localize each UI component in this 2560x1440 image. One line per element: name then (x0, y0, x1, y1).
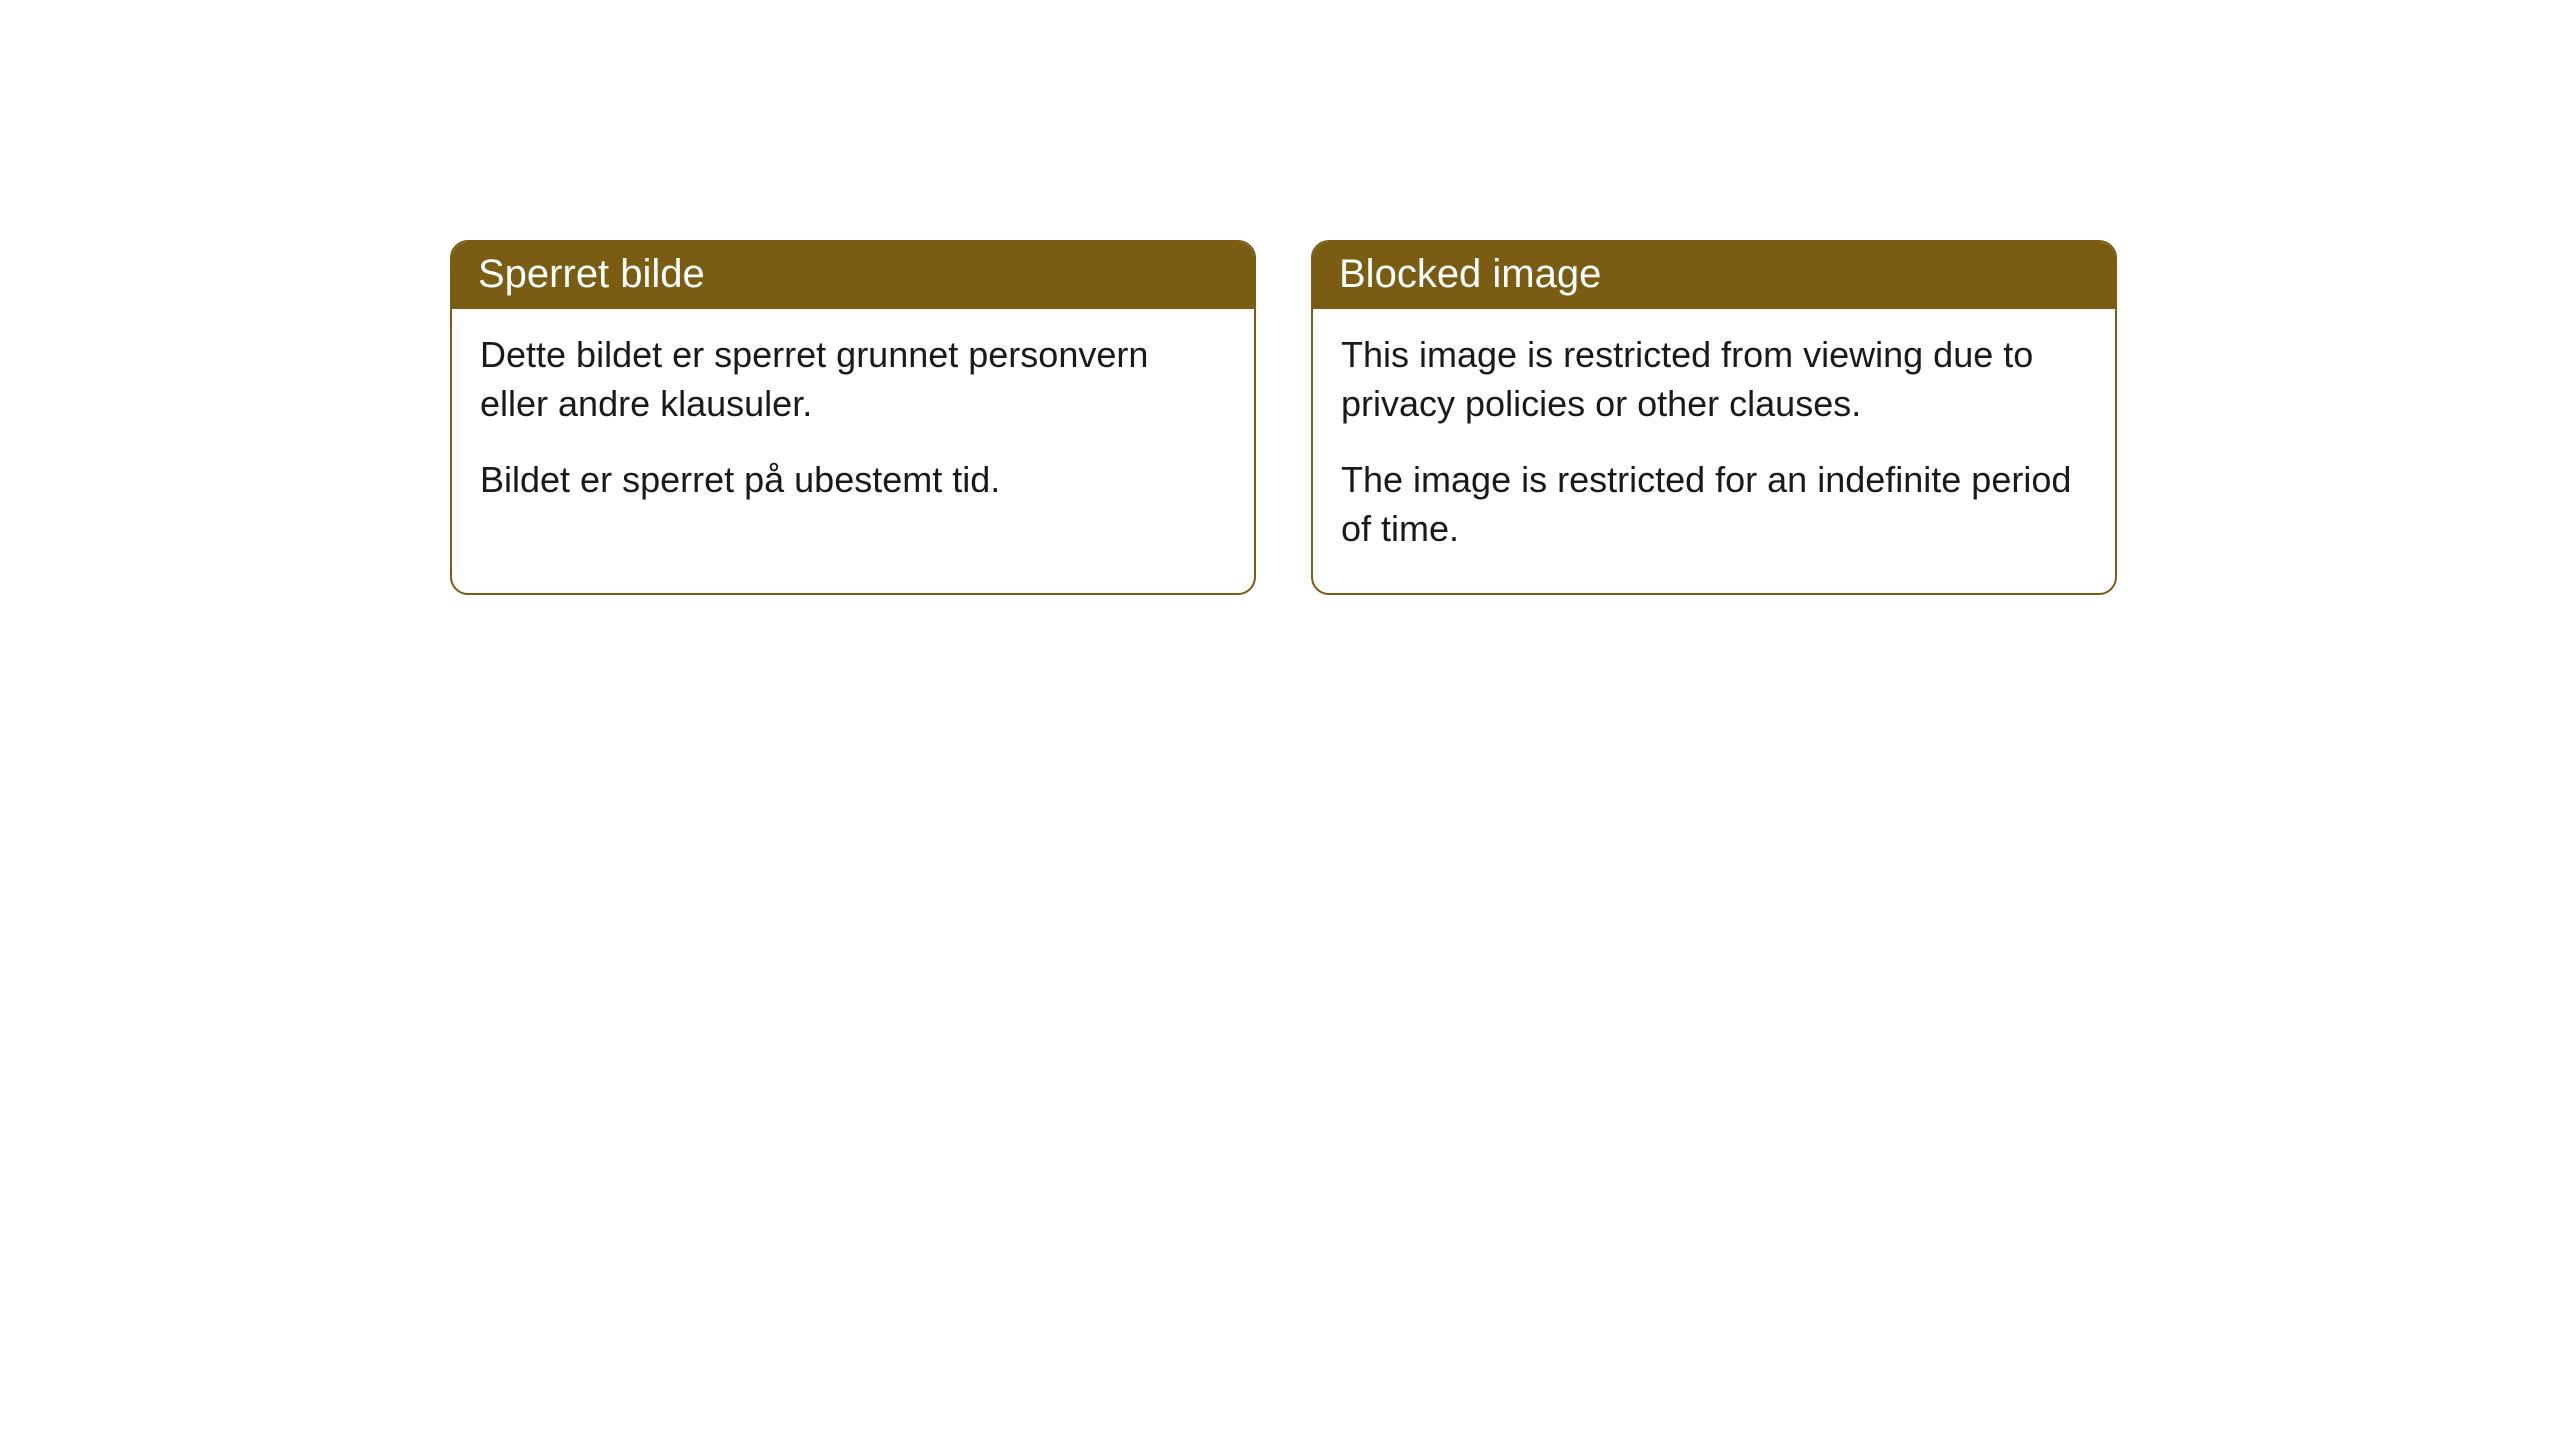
card-text-norwegian-1: Dette bildet er sperret grunnet personve… (480, 331, 1226, 428)
card-text-english-1: This image is restricted from viewing du… (1341, 331, 2087, 428)
blocked-image-card-english: Blocked image This image is restricted f… (1311, 240, 2117, 595)
card-header-english: Blocked image (1313, 242, 2115, 309)
card-text-english-2: The image is restricted for an indefinit… (1341, 456, 2087, 553)
blocked-image-notices: Sperret bilde Dette bildet er sperret gr… (450, 240, 2560, 595)
card-text-norwegian-2: Bildet er sperret på ubestemt tid. (480, 456, 1226, 505)
card-header-norwegian: Sperret bilde (452, 242, 1254, 309)
card-body-english: This image is restricted from viewing du… (1313, 309, 2115, 593)
card-body-norwegian: Dette bildet er sperret grunnet personve… (452, 309, 1254, 545)
blocked-image-card-norwegian: Sperret bilde Dette bildet er sperret gr… (450, 240, 1256, 595)
